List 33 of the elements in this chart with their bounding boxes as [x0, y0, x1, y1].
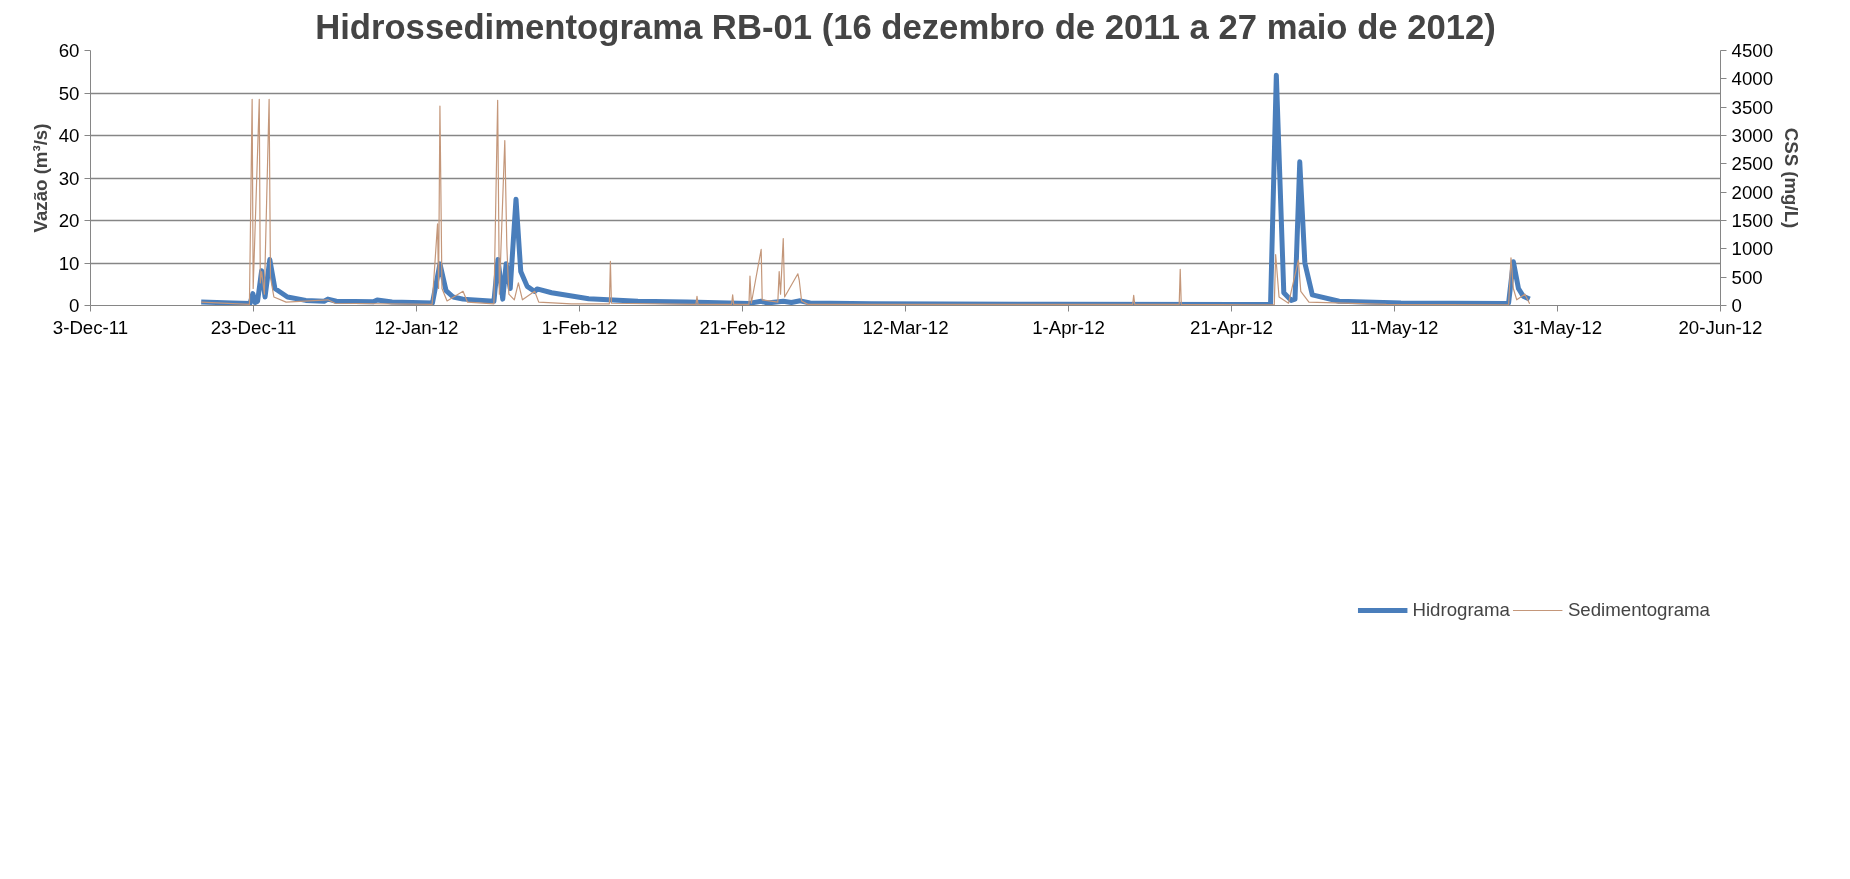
x-tick-label: 23-Dec-11: [210, 316, 297, 338]
y-tick-label: 20: [58, 210, 80, 231]
y-tick-label: 30: [58, 167, 80, 189]
chart-title: Hidrossedimentograma RB-01 (16 dezembro de 2011 a 27 maio de 2012): [315, 7, 1496, 46]
y2-tick-label: 1500: [1731, 210, 1774, 231]
y-tick-label: 50: [58, 82, 80, 104]
x-tick-label: 21-Apr-12: [1190, 316, 1273, 338]
y-tick-label: 60: [58, 40, 80, 61]
legend-label: Hidrograma: [1412, 599, 1510, 621]
x-tick-label: 1-Feb-12: [541, 316, 618, 338]
y2-tick-label: 4500: [1731, 40, 1774, 61]
x-tick-label: 12-Jan-12: [374, 316, 459, 338]
y2-tick-label: 2500: [1731, 153, 1774, 175]
y2-tick-label: 3000: [1731, 125, 1774, 146]
y-tick-label: 40: [58, 125, 80, 146]
y2-tick-label: 4000: [1731, 68, 1774, 90]
legend-label: Sedimentograma: [1567, 599, 1710, 621]
y-tick-label: 0: [69, 295, 80, 316]
y2-axis-title: CSS (mg/L): [1781, 127, 1802, 229]
x-tick-label: 3-Dec-11: [52, 316, 129, 338]
x-tick-label: 20-Jun-12: [1678, 316, 1763, 338]
y2-tick-label: 3500: [1731, 96, 1774, 118]
x-tick-label: 31-May-12: [1512, 316, 1603, 338]
x-tick-label: 11-May-12: [1350, 316, 1439, 338]
x-tick-label: 1-Apr-12: [1032, 316, 1105, 338]
y2-tick-label: 0: [1731, 295, 1742, 316]
y-tick-label: 10: [58, 252, 80, 274]
y2-tick-label: 2000: [1731, 181, 1774, 203]
y-axis-title: Vazão (m³/s): [29, 123, 51, 233]
x-tick-label: 21-Feb-12: [699, 316, 786, 338]
y2-tick-label: 1000: [1731, 238, 1774, 260]
x-tick-label: 12-Mar-12: [862, 316, 949, 338]
y2-tick-label: 500: [1731, 266, 1763, 288]
